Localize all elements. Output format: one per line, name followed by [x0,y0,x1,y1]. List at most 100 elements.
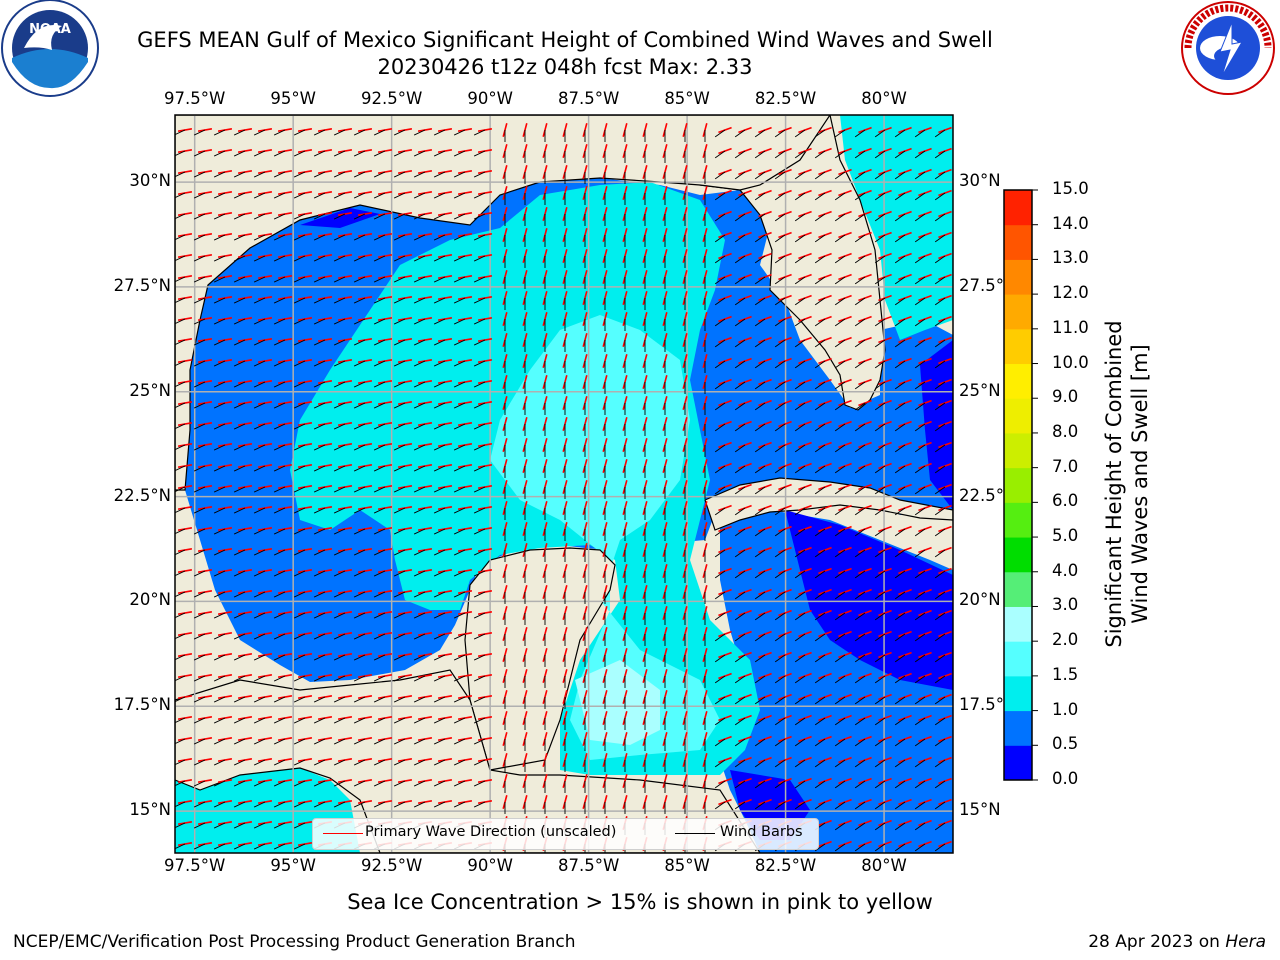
wind-barb [934,465,946,474]
wind-barb [233,696,246,703]
wind-barb [353,381,366,388]
wind-barb [714,507,726,516]
wind-barb [934,276,946,285]
wind-barb [175,360,186,367]
wind-barb [714,276,726,285]
wind-barb [233,801,246,808]
wind-barb [894,801,906,810]
wind-barb [734,381,746,390]
wind-barb [293,213,306,220]
wind-barb [233,528,246,535]
lon-tick-bottom: 85°W [664,856,710,875]
wind-barb [293,801,306,808]
wind-barb [854,570,866,579]
colorbar-tick-label: 6.0 [1052,491,1079,511]
colorbar-segment [1004,745,1032,781]
land-gulf-north [175,115,831,491]
wind-barb [175,780,186,787]
wind-barb [834,192,846,201]
wind-barb [794,318,806,327]
lon-tick-top: 80°W [861,89,907,108]
wind-barb [754,801,766,810]
wind-barb [473,150,486,157]
wind-barb [413,696,426,703]
wind-barb [934,318,946,327]
wind-barb [794,780,806,789]
wind-barb [473,780,486,787]
wind-barb [373,360,386,367]
wind-barb [313,675,326,682]
wind-barb [253,192,266,199]
wind-barb [874,192,886,201]
wind-barb [894,612,906,621]
wind-barb [333,360,346,367]
wind-barb [794,381,806,390]
wind-barb [433,423,446,430]
wind-barb [413,633,426,640]
wind-barb [914,213,926,222]
wind-barb [213,402,226,409]
wind-barb [175,549,186,556]
wind-barb [894,423,906,432]
wind-barb [313,339,326,346]
wind-barb [333,318,346,325]
wind-barb [433,528,446,535]
colorbar-frame [1003,189,1033,781]
wind-barb [175,570,186,577]
wind-barb [714,675,726,684]
wind-barb [754,129,766,138]
wind-barb [874,507,886,516]
wind-barb [193,507,206,514]
wind-barb [213,570,226,577]
wind-barb [834,549,846,558]
wind-barb [333,759,346,766]
wind-barb [393,549,406,556]
wind-barb [333,276,346,283]
wind-barb [413,129,426,136]
wind-barb [794,591,806,600]
wind-barb [413,675,426,682]
wind-barb [175,822,186,829]
colorbar-segment [1004,328,1032,365]
wind-barb [734,255,746,264]
wind-barb [353,150,366,157]
lon-tick-bottom: 95°W [270,856,316,875]
wind-barb [854,381,866,390]
wind-barb [213,759,226,766]
wind-barb [754,633,766,642]
wind-barb [253,738,266,745]
wind-barb [774,213,786,222]
wind-barb [273,129,286,136]
wind-barb [734,234,746,243]
wind-barb [453,528,466,535]
wind-barb [754,654,766,663]
wind-barb [353,759,366,766]
wind-barb [874,276,886,285]
wind-barb [834,381,846,390]
wind-barb [273,171,286,178]
lat-tick-left: 20°N [129,590,171,610]
wind-barb [433,381,446,388]
wind-barb [794,717,806,726]
wind-barb [453,318,466,325]
wind-barb [413,381,426,388]
wind-barb [433,717,446,724]
wind-barb [373,549,386,556]
wind-barb [175,234,186,241]
wind-barb [894,276,906,285]
wind-barb [175,759,186,766]
wind-barb [233,591,246,598]
wind-barb [874,675,886,684]
wind-barb [433,318,446,325]
wind-barb [453,171,466,178]
wind-barb [433,360,446,367]
wind-barb [313,780,326,787]
wind-barb [413,801,426,808]
wind-barb [175,675,186,682]
wind-barb [714,780,726,789]
wind-barb [714,192,726,201]
wind-barb [714,528,726,537]
wind-barb [774,192,786,201]
wind-barb [273,570,286,577]
wind-barb [934,696,946,705]
